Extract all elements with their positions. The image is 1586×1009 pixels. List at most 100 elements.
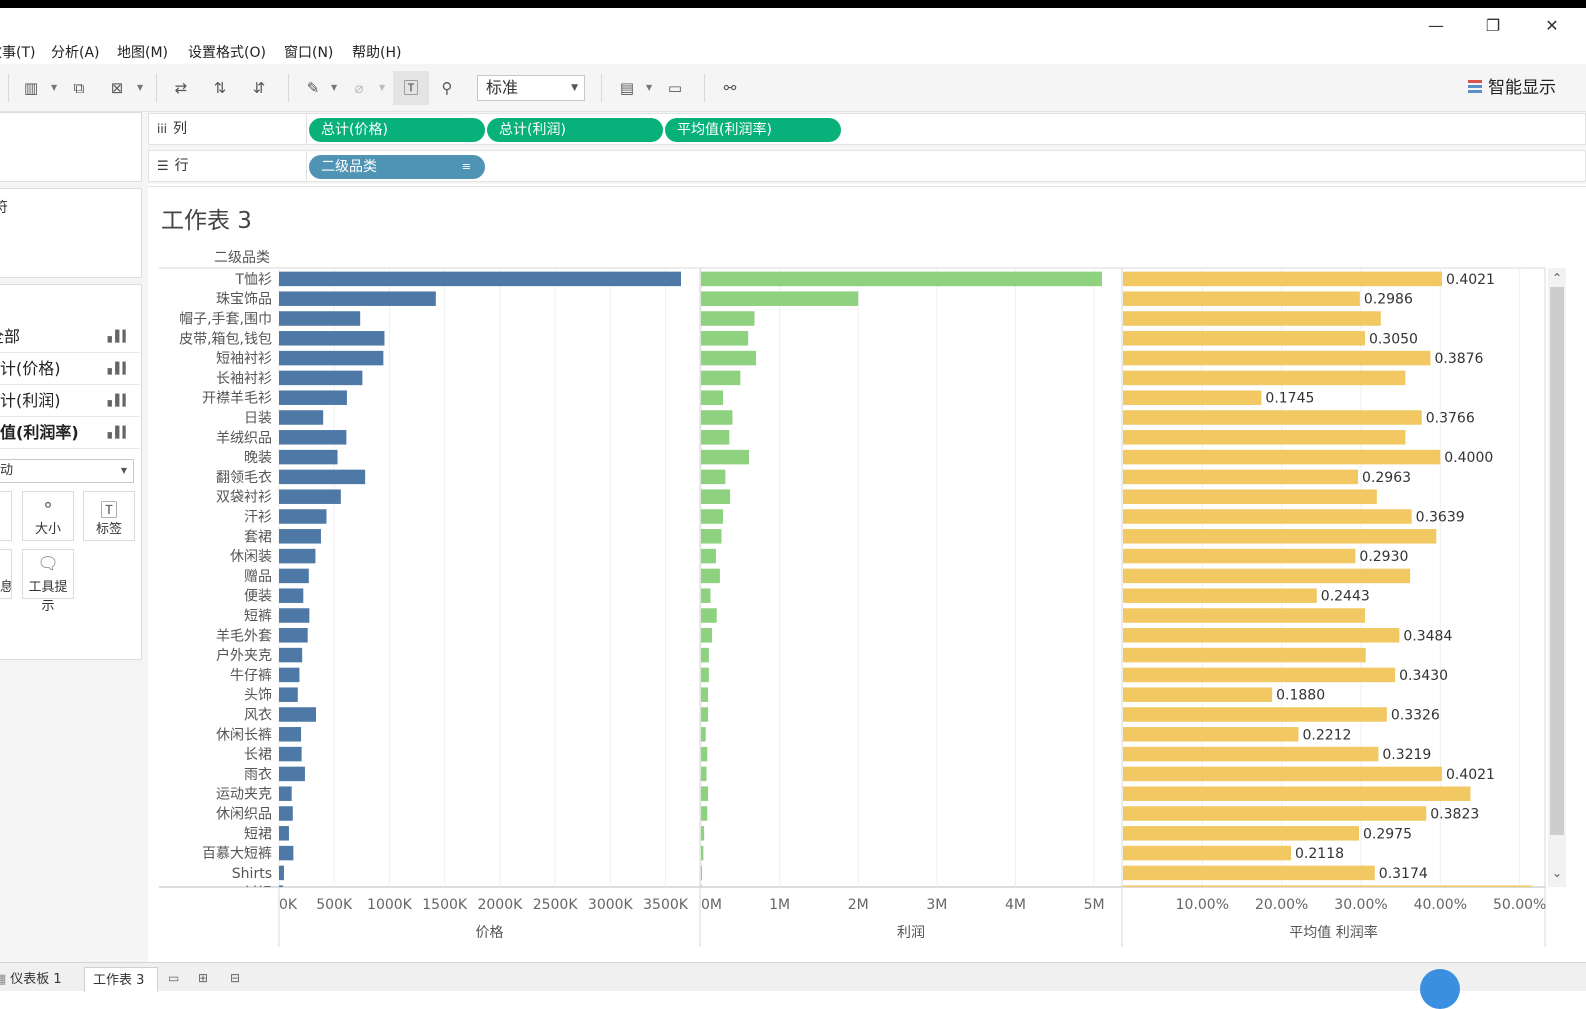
size-icon: ⚬ xyxy=(40,496,56,516)
tab-worksheet-3[interactable]: 工作表 3 xyxy=(84,967,158,992)
data-label: 0.3823 xyxy=(1430,807,1479,823)
columns-shelf[interactable]: iii 列 总计(价格) 总计(利润) 平均值(利润率) xyxy=(148,113,1586,145)
axis-tick-label: 0K xyxy=(279,897,298,913)
bar-profit xyxy=(701,687,709,702)
category-label: 日装 xyxy=(244,411,272,427)
highlight-icon[interactable]: ✎ xyxy=(306,79,320,97)
menu-story[interactable]: 故事(T) xyxy=(0,45,36,61)
bar-price xyxy=(279,489,341,504)
shelves: iii 列 总计(价格) 总计(利润) 平均值(利润率) ☰ 行 二级品类 ≡ xyxy=(148,112,1586,184)
chevron-down-icon[interactable]: ▼ xyxy=(646,83,653,92)
mark-type-select[interactable]: 自动 ▼ xyxy=(0,459,134,483)
bar-margin xyxy=(1123,588,1317,603)
column-pill-profit[interactable]: 总计(利润) xyxy=(487,118,663,142)
axis-tick-label: 1M xyxy=(769,897,790,913)
fit-select[interactable]: 标准 ▼ xyxy=(477,75,585,101)
data-label: 0.1745 xyxy=(1265,391,1314,407)
bar-profit xyxy=(701,667,709,683)
color-button[interactable] xyxy=(0,491,12,541)
share-icon[interactable]: ⚯ xyxy=(723,79,737,97)
bar-profit xyxy=(701,271,1102,287)
marks-tab-price[interactable]: 总计(价格) ▖▌▍ xyxy=(0,353,140,385)
row-pill-subcategory[interactable]: 二级品类 ≡ xyxy=(309,155,485,179)
bar-profit xyxy=(701,885,702,887)
category-label: 长袖衬衫 xyxy=(216,371,272,387)
toolbar-separator xyxy=(601,74,602,102)
show-labels-icon[interactable]: 🅃 xyxy=(393,71,429,105)
menu-map[interactable]: 地图(M) xyxy=(117,45,169,61)
axis-tick-label: 1000K xyxy=(367,897,413,913)
bar-profit xyxy=(701,707,709,722)
presentation-icon[interactable]: ▭ xyxy=(667,79,683,97)
category-label: 牛仔裤 xyxy=(230,668,272,684)
bar-margin xyxy=(1123,509,1412,524)
toolbar-separator xyxy=(288,74,289,102)
pages-card xyxy=(0,112,142,182)
attach-icon[interactable]: ⌀ xyxy=(354,79,364,97)
show-cards-icon[interactable]: ▤ xyxy=(619,79,635,97)
marks-tab-profit[interactable]: 总计(利润) ▖▌▍ xyxy=(0,385,140,417)
category-label: 双袋衬衫 xyxy=(216,490,272,506)
axis-tick-label: 3M xyxy=(926,897,947,913)
new-worksheet-icon[interactable]: ▭ xyxy=(168,971,180,985)
close-button[interactable]: ✕ xyxy=(1545,16,1559,35)
marks-tab-margin[interactable]: 平均值(利润率) ▖▌▍ xyxy=(0,417,140,449)
clear-sheet-icon[interactable]: ⊠ xyxy=(110,79,124,97)
bar-margin xyxy=(1123,410,1422,425)
bar-price xyxy=(279,529,321,544)
chevron-down-icon: ▼ xyxy=(571,83,578,93)
bar-price xyxy=(279,608,310,623)
duplicate-sheet-icon[interactable]: ⧉ xyxy=(73,79,85,97)
columns-icon: iii xyxy=(157,122,168,136)
bar-margin xyxy=(1123,885,1532,887)
menu-format[interactable]: 设置格式(O) xyxy=(188,45,266,61)
tab-dashboard-1[interactable]: ▦ 仪表板 1 xyxy=(0,967,76,992)
chevron-down-icon[interactable]: ▼ xyxy=(379,83,386,92)
bar-price xyxy=(279,727,302,742)
bar-margin xyxy=(1123,271,1442,287)
swap-axes-icon[interactable]: ⇄ xyxy=(174,79,188,97)
chevron-down-icon[interactable]: ▼ xyxy=(331,83,338,92)
menu-analysis[interactable]: 分析(A) xyxy=(51,45,100,61)
bar-margin xyxy=(1123,469,1359,485)
chevron-down-icon[interactable]: ▼ xyxy=(51,83,58,92)
marks-all-tab[interactable]: 全部 ▖▌▍ xyxy=(0,321,140,353)
marks-tab-margin-label: 平均值(利润率) xyxy=(0,423,79,442)
data-label: 0.3639 xyxy=(1416,510,1465,526)
sort-descending-icon[interactable]: ⇵ xyxy=(252,79,266,97)
bar-price xyxy=(279,845,294,861)
pin-icon[interactable]: ⚲ xyxy=(441,79,453,97)
bar-price xyxy=(279,628,308,643)
column-pill-margin[interactable]: 平均值(利润率) xyxy=(665,118,841,142)
rows-shelf[interactable]: ☰ 行 二级品类 ≡ xyxy=(148,150,1586,182)
smart-show-button[interactable]: 智能显示 xyxy=(1468,76,1556,100)
bar-chart-icon: ▖▌▍ xyxy=(107,394,131,407)
menu-help[interactable]: 帮助(H) xyxy=(352,45,402,61)
chevron-down-icon[interactable]: ▼ xyxy=(137,83,144,92)
floating-assistant-icon[interactable] xyxy=(1420,969,1460,1009)
column-pill-price[interactable]: 总计(价格) xyxy=(309,118,485,142)
sort-ascending-icon[interactable]: ⇅ xyxy=(213,79,227,97)
tooltip-button[interactable]: 🗨 工具提示 xyxy=(22,549,74,614)
size-button[interactable]: ⚬ 大小 xyxy=(22,491,74,541)
category-label: 开襟羊毛衫 xyxy=(202,391,272,407)
tab-dashboard-label: 仪表板 1 xyxy=(10,972,62,987)
scrollbar-thumb[interactable] xyxy=(1550,287,1564,835)
new-dashboard-icon[interactable]: ⊞ xyxy=(198,971,209,985)
new-story-icon[interactable]: ⊟ xyxy=(230,971,241,985)
detail-button[interactable]: ⋯ 详细信息 xyxy=(0,549,12,599)
scroll-down-icon[interactable]: ⌄ xyxy=(1552,866,1562,880)
bar-chart[interactable]: 二级品类 0K 500K 1000K 1500K 2000K 2500K 3000K 3500K… xyxy=(148,187,1586,963)
data-label: 0.2986 xyxy=(1364,292,1413,308)
minimize-button[interactable]: — xyxy=(1428,16,1444,35)
bar-profit xyxy=(701,311,755,326)
menu-window[interactable]: 窗口(N) xyxy=(284,45,334,61)
restore-button[interactable]: ❐ xyxy=(1485,16,1501,35)
bar-profit xyxy=(701,529,722,544)
bar-profit xyxy=(701,608,717,623)
new-worksheet-icon[interactable]: ▥ xyxy=(23,79,39,97)
category-label: 套裙 xyxy=(244,529,272,545)
fit-select-value: 标准 xyxy=(486,78,519,97)
label-button[interactable]: 🅃 标签 xyxy=(83,491,135,541)
scroll-up-icon[interactable]: ⌃ xyxy=(1552,271,1562,285)
